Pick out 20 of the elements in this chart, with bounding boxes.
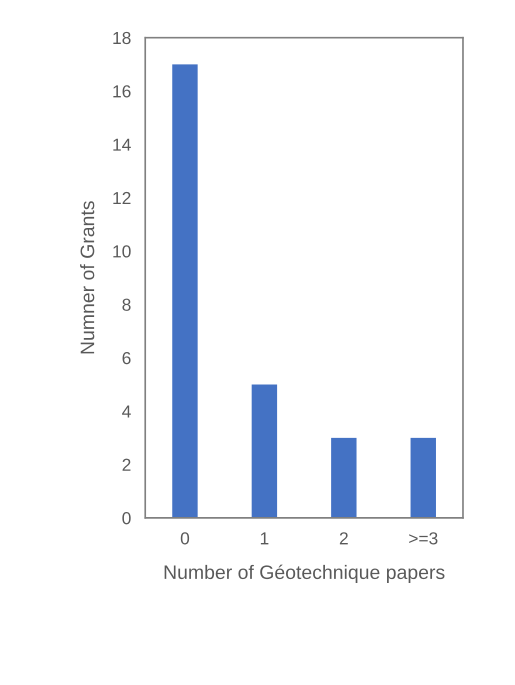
y-axis-title: Numner of Grants	[80, 201, 94, 354]
bar	[172, 64, 198, 518]
x-tick-label: 0	[180, 532, 190, 544]
x-tick-label: 2	[340, 532, 348, 544]
y-tick-label: 2	[122, 458, 130, 471]
bar	[331, 438, 357, 518]
x-tick-label: 1	[260, 532, 268, 544]
y-tick-label: 16	[113, 85, 131, 98]
y-tick-label: 10	[113, 245, 131, 258]
y-tick-label: 14	[113, 138, 131, 151]
x-axis-title: Number of Géotechnique papers	[164, 564, 444, 583]
x-tick-label: >=3	[409, 532, 438, 544]
y-tick-label: 12	[113, 192, 130, 204]
bar	[410, 438, 436, 518]
y-tick-label: 8	[122, 298, 131, 311]
y-tick-label: 18	[113, 32, 131, 44]
bar	[252, 384, 278, 518]
y-tick-label: 0	[122, 512, 131, 524]
y-tick-label: 4	[122, 406, 131, 418]
y-tick-label: 6	[122, 352, 131, 364]
